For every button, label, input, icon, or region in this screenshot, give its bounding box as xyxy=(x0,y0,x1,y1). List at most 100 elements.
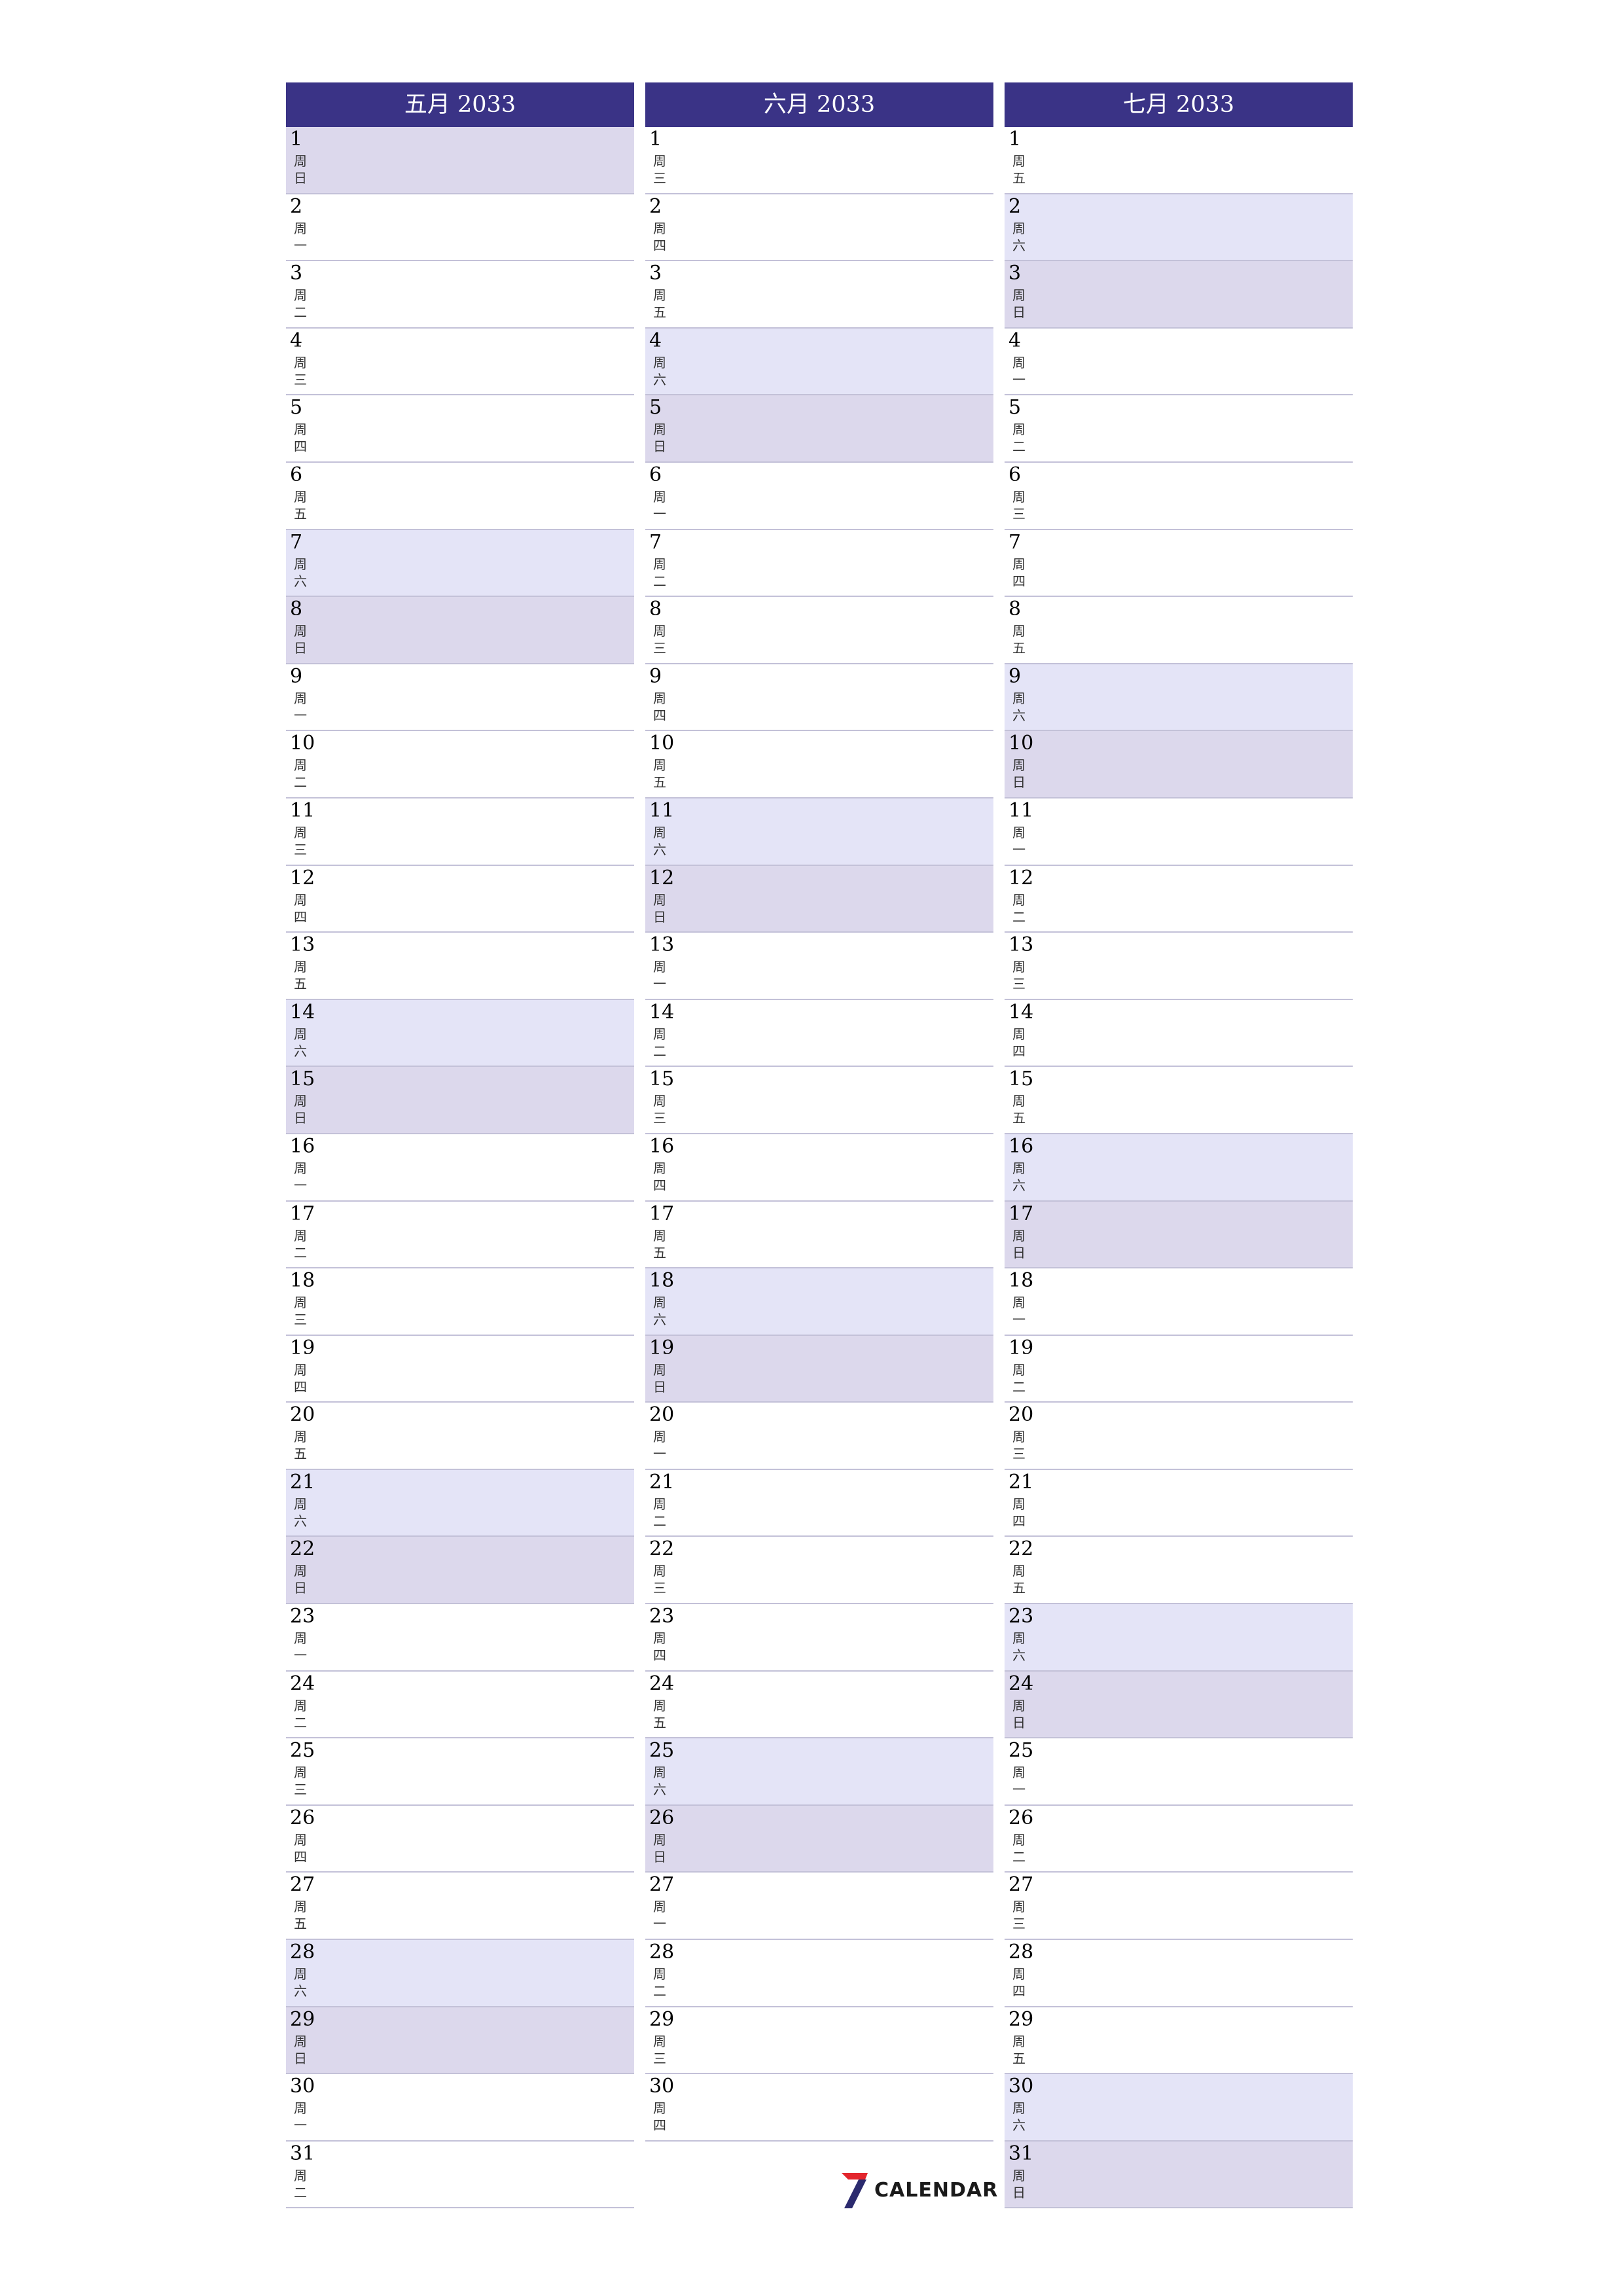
day-number: 17 xyxy=(1008,1202,1034,1225)
day-row: 28 周二 xyxy=(645,1940,993,2007)
day-number: 8 xyxy=(1008,598,1022,621)
weekday-name: 一 xyxy=(653,1916,666,1932)
weekday-prefix: 周 xyxy=(1012,1026,1026,1042)
day-number: 14 xyxy=(290,1000,315,1024)
day-row: 30 周四 xyxy=(645,2074,993,2142)
weekday-name: 三 xyxy=(653,170,666,186)
weekday-name: 日 xyxy=(653,1378,666,1395)
day-row: 27 周三 xyxy=(1005,1873,1353,1941)
day-number: 17 xyxy=(649,1202,675,1225)
weekday-prefix: 周 xyxy=(1012,1630,1026,1647)
day-number: 19 xyxy=(290,1336,315,1359)
weekday-name: 二 xyxy=(294,2184,307,2200)
weekday-prefix: 周 xyxy=(653,1563,666,1579)
weekday-prefix: 周 xyxy=(653,1093,666,1109)
weekday-prefix: 周 xyxy=(1012,1765,1026,1781)
day-number: 10 xyxy=(1008,732,1034,755)
weekday-name: 日 xyxy=(653,1848,666,1865)
weekday-name: 五 xyxy=(294,1916,307,1932)
day-row: 26 周四 xyxy=(286,1805,634,1873)
day-row: 4 周三 xyxy=(286,328,634,396)
weekday-prefix: 周 xyxy=(653,1697,666,1713)
day-row: 18 周三 xyxy=(286,1268,634,1336)
day-number: 14 xyxy=(1008,1000,1034,1024)
day-row: 11 周一 xyxy=(1005,798,1353,866)
weekday-name: 一 xyxy=(1012,1312,1026,1328)
day-number: 6 xyxy=(649,463,662,486)
weekday-name: 三 xyxy=(294,371,307,387)
weekday-name: 六 xyxy=(294,1043,307,1059)
day-row: 3 周日 xyxy=(1005,261,1353,329)
day-row: 7 周二 xyxy=(645,529,993,598)
day-number: 28 xyxy=(290,1941,315,1964)
day-row: 5 周日 xyxy=(645,395,993,463)
weekday-name: 二 xyxy=(653,1983,666,2000)
weekday-prefix: 周 xyxy=(1012,488,1026,505)
weekday-prefix: 周 xyxy=(294,1831,307,1848)
weekday-name: 日 xyxy=(653,439,666,455)
weekday-name: 日 xyxy=(294,640,307,656)
day-row: 3 周二 xyxy=(286,261,634,329)
weekday-name: 日 xyxy=(653,908,666,925)
weekday-prefix: 周 xyxy=(294,354,307,370)
weekday-name: 日 xyxy=(294,1580,307,1596)
weekday-name: 五 xyxy=(653,1714,666,1731)
day-row: 26 周二 xyxy=(1005,1805,1353,1873)
day-number: 18 xyxy=(649,1269,675,1293)
weekday-prefix: 周 xyxy=(653,1026,666,1042)
weekday-prefix: 周 xyxy=(1012,1966,1026,1982)
day-row: 27 周五 xyxy=(286,1873,634,1941)
weekday-prefix: 周 xyxy=(1012,287,1026,304)
weekday-name: 四 xyxy=(294,908,307,925)
day-number: 2 xyxy=(290,194,303,218)
day-number: 26 xyxy=(290,1806,315,1829)
weekday-prefix: 周 xyxy=(294,959,307,975)
weekday-name: 四 xyxy=(653,1647,666,1664)
weekday-name: 六 xyxy=(1012,1177,1026,1193)
day-number: 12 xyxy=(290,866,315,889)
day-number: 5 xyxy=(1008,396,1022,420)
day-number: 15 xyxy=(649,1067,675,1091)
day-row: 8 周三 xyxy=(645,597,993,664)
day-row: 21 周二 xyxy=(645,1469,993,1537)
day-number: 29 xyxy=(290,2007,315,2031)
weekday-name: 五 xyxy=(1012,2050,1026,2066)
day-number: 3 xyxy=(1008,262,1022,285)
day-number: 23 xyxy=(1008,1605,1034,1628)
day-row: 23 周一 xyxy=(286,1604,634,1672)
day-number: 12 xyxy=(649,866,675,889)
weekday-prefix: 周 xyxy=(1012,623,1026,639)
weekday-name: 二 xyxy=(653,1043,666,1059)
weekday-name: 日 xyxy=(294,1110,307,1126)
weekday-name: 五 xyxy=(653,774,666,791)
weekday-prefix: 周 xyxy=(653,959,666,975)
day-row: 9 周一 xyxy=(286,664,634,732)
weekday-prefix: 周 xyxy=(294,287,307,304)
weekday-name: 一 xyxy=(653,976,666,992)
day-row: 11 周三 xyxy=(286,798,634,866)
day-row: 11 周六 xyxy=(645,798,993,866)
day-number: 5 xyxy=(649,396,662,420)
day-number: 6 xyxy=(1008,463,1022,486)
weekday-name: 二 xyxy=(1012,908,1026,925)
day-number: 13 xyxy=(649,933,675,957)
weekday-name: 一 xyxy=(1012,841,1026,857)
day-row: 17 周日 xyxy=(1005,1201,1353,1269)
day-row: 10 周二 xyxy=(286,731,634,798)
weekday-name: 三 xyxy=(653,1580,666,1596)
weekday-prefix: 周 xyxy=(653,1496,666,1512)
day-number: 9 xyxy=(1008,664,1022,688)
day-row: 12 周四 xyxy=(286,865,634,933)
weekday-prefix: 周 xyxy=(1012,1831,1026,1848)
weekday-prefix: 周 xyxy=(653,153,666,169)
day-row: 19 周日 xyxy=(645,1335,993,1403)
weekday-name: 六 xyxy=(1012,707,1026,723)
weekday-prefix: 周 xyxy=(1012,1295,1026,1311)
day-number: 20 xyxy=(290,1403,315,1427)
weekday-prefix: 周 xyxy=(653,1765,666,1781)
month-title: 五月 2033 xyxy=(286,82,634,127)
day-number: 28 xyxy=(649,1941,675,1964)
day-row: 21 周四 xyxy=(1005,1469,1353,1537)
day-row: 1 周日 xyxy=(286,127,634,194)
weekday-prefix: 周 xyxy=(653,2033,666,2049)
